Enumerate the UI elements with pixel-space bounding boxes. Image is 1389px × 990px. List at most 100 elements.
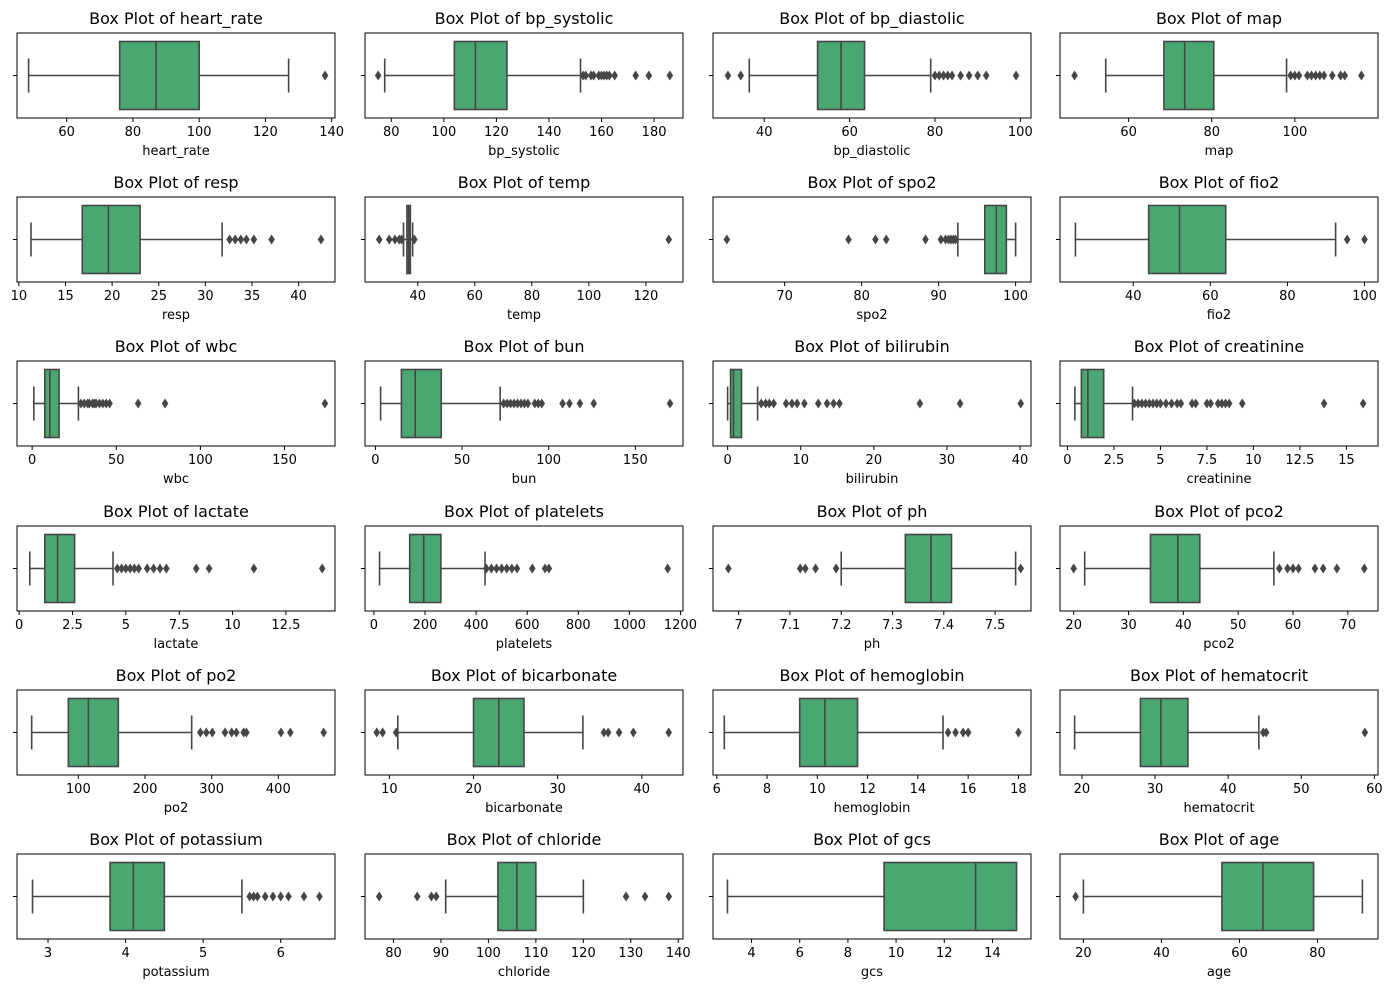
chart-title: Box Plot of bilirubin [794,337,950,356]
subplot-bp_diastolic: Box Plot of bp_diastolic 40 60 80 100 bp_dias… [709,9,1033,159]
x-tick-label: 200 [413,618,438,633]
outlier-point [86,398,93,409]
outlier-point [872,234,879,245]
outlier-point [126,563,134,574]
x-axis-label: map [1205,144,1234,159]
outlier-point [940,70,947,81]
x-tick-label: 2.5 [1104,453,1125,468]
outlier-point [237,234,245,245]
outlier-point [498,563,505,574]
outlier-point [1145,398,1153,409]
x-tick-label: 120 [634,289,659,304]
x-tick-label: 40 [634,782,651,797]
x-tick-label: 6 [277,946,285,961]
outlier-point [500,398,507,409]
x-tick-label: 20 [1075,946,1092,961]
subplot-temp: Box Plot of temp 40 60 80 100 120 temp [361,173,684,323]
x-tick-label: 800 [566,618,591,633]
x-tick-label: 10 [224,618,241,633]
x-axis-label: chloride [498,965,550,980]
outlier-point [1333,563,1341,574]
subplot-creatinine: Box Plot of creatinine 0 2.5 5 7.5 10 12.5 15 cr… [1056,337,1379,487]
outlier-point [765,398,773,409]
outlier-point [788,398,796,409]
subplot-ph: Box Plot of ph 7 7.1 7.2 7.3 7.4 7.5 ph [709,502,1032,652]
outlier-point [796,563,804,574]
subplot-bicarbonate: Box Plot of bicarbonate 10 20 30 40 bicarbona… [361,666,684,816]
x-tick-label: 50 [454,453,471,468]
chart-title: Box Plot of bp_diastolic [779,9,964,29]
outlier-point [122,563,130,574]
outlier-point [374,70,382,81]
outlier-point [521,398,528,409]
outlier-point [812,563,819,574]
outlier-point [277,891,285,902]
outlier-point [737,70,745,81]
outlier-point [1358,70,1365,81]
outlier-point [413,891,421,902]
x-axis-label: heart_rate [142,144,210,159]
chart-title: Box Plot of hematocrit [1130,666,1308,685]
iqr-box [400,368,443,439]
outlier-point [1015,727,1022,738]
x-tick-label: 100 [576,289,601,304]
x-axis-label: bp_diastolic [833,144,910,159]
outlier-point [1017,563,1025,574]
outlier-point [1291,70,1299,81]
outlier-point [1343,234,1351,245]
x-tick-label: 80 [125,125,142,140]
outlier-point [392,727,400,738]
x-tick-label: 20 [866,453,883,468]
x-tick-label: 20 [1065,618,1082,633]
x-tick-label: 40 [1012,453,1029,468]
x-tick-label: 7.2 [831,618,852,633]
outlier-point [317,234,325,245]
x-axis-label: hemoglobin [834,801,911,816]
subplot-gcs: Box Plot of gcs 4 6 8 10 12 14 gcs [709,830,1032,980]
outlier-point [243,234,250,245]
x-tick-label: 30 [939,453,956,468]
outlier-point [1218,398,1226,409]
outlier-point [1361,727,1369,738]
outlier-point [1262,727,1270,738]
x-tick-label: 120 [484,125,509,140]
iqr-box [1139,697,1189,768]
outlier-point [233,727,240,738]
outlier-point [1276,563,1283,574]
outlier-point [559,398,566,409]
outlier-point [956,398,964,409]
outlier-point [285,891,292,902]
x-axis-label: resp [162,308,190,323]
x-tick-label: 60 [1231,946,1248,961]
outlier-point [882,234,890,245]
x-tick-label: 7.3 [882,618,903,633]
x-tick-label: 80 [1279,289,1296,304]
x-tick-label: 10 [381,782,398,797]
outlier-point [1070,563,1078,574]
x-tick-label: 2.5 [62,618,83,633]
x-axis-label: platelets [496,637,553,652]
outlier-point [493,563,500,574]
x-tick-label: 20 [465,782,482,797]
iqr-box [67,697,120,768]
subplot-hemoglobin: Box Plot of hemoglobin 6 8 10 12 14 16 18 hemogl… [709,666,1032,816]
outlier-point [503,563,511,574]
x-tick-label: 40 [1153,946,1170,961]
x-tick-label: 16 [960,782,977,797]
outlier-point [209,727,216,738]
subplot-heart_rate: Box Plot of heart_rate 60 80 100 120 140 heart… [13,9,344,159]
x-tick-label: 5 [122,618,130,633]
x-tick-label: 3 [44,946,52,961]
x-axis-label: creatinine [1187,472,1252,487]
iqr-box [118,40,200,111]
subplot-bun: Box Plot of bun 0 50 100 150 bun [361,337,684,487]
iqr-box [408,533,442,604]
outlier-point [1149,398,1157,409]
x-axis-label: hematocrit [1183,801,1254,816]
outlier-point [379,727,386,738]
outlier-point [277,727,285,738]
subplot-potassium: Box Plot of potassium 3 4 5 6 potassium [13,830,336,980]
outlier-point [645,70,653,81]
iqr-box [798,697,859,768]
x-tick-label: 7.4 [933,618,954,633]
